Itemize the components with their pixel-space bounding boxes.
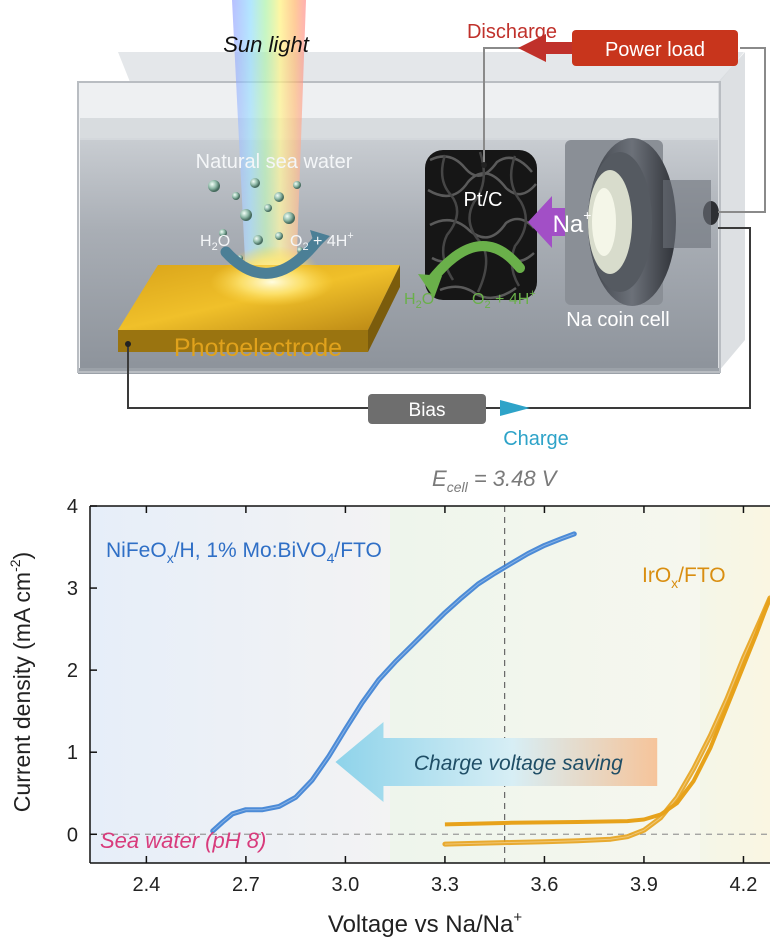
y-axis-label: Current density (mA cm-2) — [7, 552, 35, 812]
x-tick-label: 3.0 — [332, 874, 360, 896]
ecell-annotation: Ecell = 3.48 V — [432, 470, 559, 495]
na-ion-label: Na+ — [553, 207, 592, 238]
right-reaction-arrow — [425, 241, 525, 287]
discharge-arrow — [518, 34, 546, 62]
series-label-irox: IrOx/FTO — [642, 564, 726, 591]
oxygen-bubbles — [208, 178, 303, 261]
series-line-1 — [442, 595, 770, 847]
power-load-label: Power load — [605, 39, 705, 61]
y-tick-label: 4 — [67, 496, 78, 518]
y-tick-label: 3 — [67, 578, 78, 600]
plot-background — [90, 506, 770, 863]
series-line-1-return — [444, 597, 770, 827]
charge-arrow — [500, 400, 530, 416]
plot-background-middle — [390, 506, 700, 863]
discharge-arrow-tail — [546, 42, 572, 54]
pt-c-catalyst — [425, 150, 537, 300]
photoelectrode-contact — [125, 341, 131, 347]
bias-box — [368, 394, 486, 424]
right-h2o-label: H2O — [404, 291, 434, 311]
natural-sea-water-label: Natural sea water — [196, 151, 353, 173]
discharge-label: Discharge — [467, 21, 557, 43]
na-coin-cell-label: Na coin cell — [566, 309, 669, 331]
data-series — [210, 531, 770, 847]
charge-label: Charge — [503, 428, 569, 450]
plot-background-left — [90, 506, 390, 863]
polarization-chart: Charge voltage saving 2.4 2.7 3.0 3.3 3.6 3.9… — [7, 470, 770, 938]
x-tick-label: 3.3 — [431, 874, 459, 896]
y-tick-label: 1 — [67, 742, 78, 764]
charge-voltage-saving-label: Charge voltage saving — [414, 752, 623, 775]
series-line-0-highlight — [212, 533, 575, 832]
right-reaction-arrow-head — [418, 274, 442, 298]
axes: 2.4 2.7 3.0 3.3 3.6 3.9 4.2 0 1 2 3 4 — [67, 496, 770, 896]
charge-voltage-saving-arrow-group: Charge voltage saving — [335, 722, 658, 803]
series-label-nifeox: NiFeOx/H, 1% Mo:BiVO4/FTO — [106, 539, 382, 566]
left-reaction-arrow-head — [310, 230, 330, 250]
right-o2-label: O2 + 4H+ — [472, 288, 536, 311]
left-h2o-label: H2O — [200, 233, 230, 253]
pt-c-label: Pt/C — [464, 189, 503, 211]
x-tick-label: 2.7 — [232, 874, 260, 896]
condition-label: Sea water (pH 8) — [100, 828, 266, 853]
y-tick-label: 2 — [67, 660, 78, 682]
x-tick-label: 3.6 — [531, 874, 559, 896]
schematic-diagram: Power load Discharge Sun light Natural s… — [77, 0, 766, 450]
sun-light-label: Sun light — [223, 32, 310, 57]
charge-voltage-saving-arrow — [335, 722, 658, 803]
x-tick-label: 2.4 — [132, 874, 160, 896]
left-reaction-arrow — [220, 234, 324, 279]
x-tick-label: 4.2 — [730, 874, 758, 896]
bias-label: Bias — [409, 400, 446, 421]
photoelectrode-plate — [118, 258, 400, 352]
photoelectrode-label: Photoelectrode — [174, 334, 342, 362]
power-load-box — [572, 30, 738, 66]
x-tick-label: 3.9 — [630, 874, 658, 896]
pt-c-contact — [481, 162, 487, 168]
series-line-0 — [210, 531, 577, 834]
series-line-1-highlight — [444, 597, 770, 845]
y-tick-label: 0 — [67, 824, 78, 846]
x-axis-label: Voltage vs Na/Na+ — [328, 909, 522, 938]
na-coin-cell — [565, 138, 719, 306]
left-o2-label: O2 + 4H+ — [290, 230, 354, 253]
